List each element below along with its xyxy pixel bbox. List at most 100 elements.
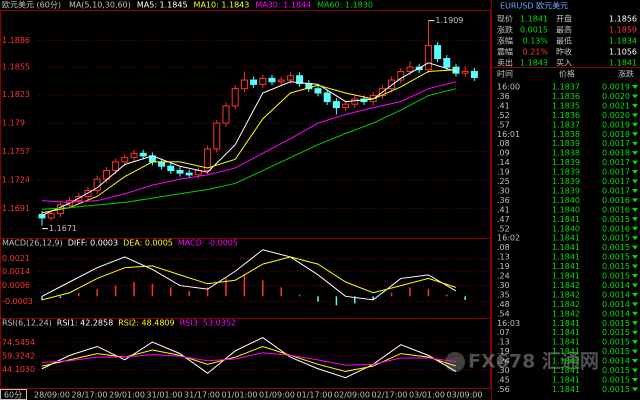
tick-price: 1.1840	[552, 224, 580, 233]
quote-value: 1.1834	[609, 37, 637, 46]
symbol-title: 欧元美元 (60分)	[2, 0, 61, 10]
down-arrow	[632, 245, 638, 250]
tick-time: 16:01	[497, 130, 520, 139]
tick-change: 0.0015	[602, 253, 630, 262]
rsi-line	[41, 352, 457, 366]
tick-time: .19	[497, 262, 510, 271]
down-arrow	[632, 132, 638, 137]
down-arrow	[632, 302, 638, 307]
candle-body	[167, 165, 175, 172]
tick-time: .09	[497, 149, 510, 158]
tick-time: .30	[497, 366, 510, 375]
tick-time: .52	[497, 111, 510, 120]
rsi-value: RSI3: 53.0352	[180, 319, 236, 328]
tick-time: .25	[497, 177, 510, 186]
candle-body	[158, 161, 166, 167]
candle-body	[461, 70, 469, 74]
x-tick-label: 28/09:00	[34, 391, 70, 400]
candle-body	[314, 88, 322, 94]
candle-body	[204, 148, 212, 172]
high-label: 1.1909	[435, 16, 463, 25]
tick-price: 1.1842	[552, 300, 580, 309]
macd-value: DIFF: 0.0003	[68, 239, 118, 248]
quote-value: 1.1843	[520, 59, 548, 68]
down-arrow	[632, 188, 638, 193]
down-arrow	[632, 103, 638, 108]
quote-label: 震幅	[497, 47, 513, 57]
down-arrow	[632, 94, 638, 99]
x-tick-label: 01/17:00	[297, 391, 333, 400]
ma-value: MA60: 1.1830	[317, 1, 373, 10]
tick-price: 1.1841	[552, 366, 580, 375]
candle-body	[185, 172, 193, 176]
tick-time: .57	[497, 120, 510, 129]
ma-line	[41, 81, 457, 203]
rsi-title: RSI(6,12,24)	[2, 319, 52, 328]
quote-label: 昨收	[556, 47, 572, 57]
rsi-line	[41, 336, 457, 379]
x-tick-label: 01/09:00	[259, 391, 295, 400]
column-header: 时间	[497, 69, 513, 79]
quote-label: 涨跌	[497, 25, 513, 35]
tick-time: .35	[497, 290, 510, 299]
tick-change: 0.0017	[602, 177, 630, 186]
tick-time: .07	[497, 328, 510, 337]
diff-line	[41, 249, 457, 301]
tick-time: 16:02	[497, 234, 520, 243]
tick-change: 0.0015	[602, 328, 630, 337]
column-header: 价格	[559, 69, 575, 79]
down-arrow	[632, 160, 638, 165]
down-arrow	[632, 359, 638, 364]
down-arrow	[632, 217, 638, 222]
tick-change: 0.0014	[602, 300, 630, 309]
quote-label: 买入	[556, 59, 572, 68]
tick-price: 1.1841	[552, 234, 580, 243]
candle-body	[231, 88, 239, 107]
down-arrow	[632, 368, 638, 373]
tick-price: 1.1841	[552, 385, 580, 394]
tick-price: 1.1836	[552, 92, 580, 101]
down-arrow	[632, 226, 638, 231]
candle-body	[139, 152, 147, 157]
candle-body	[112, 161, 120, 172]
candle-body	[268, 77, 276, 83]
candle-body	[397, 70, 405, 81]
tick-change: 0.0014	[602, 357, 630, 366]
down-arrow	[632, 207, 638, 212]
tick-price: 1.1839	[552, 168, 580, 177]
candle-body	[213, 122, 221, 150]
tick-time: 16:00	[497, 83, 520, 92]
macd-value: DEA: 0.0005	[123, 239, 173, 248]
low-label: 1.1671	[49, 224, 77, 233]
period-label[interactable]: 60分	[4, 391, 22, 400]
y-tick-label: 74.5454	[2, 338, 35, 347]
rsi-line	[41, 345, 457, 372]
down-arrow	[632, 283, 638, 288]
y-tick-label: 1.1724	[2, 176, 30, 185]
quote-label: 最低	[556, 36, 572, 46]
candle-body	[388, 79, 396, 90]
tick-time: .36	[497, 196, 510, 205]
down-arrow	[632, 255, 638, 260]
tick-change: 0.0016	[602, 196, 630, 205]
tick-change: 0.0014	[602, 290, 630, 299]
x-tick-label: 02/09:00	[334, 391, 370, 400]
tick-change: 0.0017	[602, 158, 630, 167]
tick-price: 1.1839	[552, 186, 580, 195]
x-tick-label: 01/01:00	[222, 391, 258, 400]
watermark: FX678 汇通网	[468, 351, 599, 373]
tick-price: 1.1837	[552, 120, 580, 129]
tick-time: .08	[497, 243, 510, 252]
tick-price: 1.1842	[552, 357, 580, 366]
y-tick-label: 0.0014	[2, 267, 30, 276]
tick-change: 0.0015	[602, 215, 630, 224]
x-tick-label: 31/01:00	[147, 391, 183, 400]
down-arrow	[632, 349, 638, 354]
candle-body	[176, 170, 184, 174]
tick-time: .24	[497, 357, 510, 366]
down-arrow	[632, 236, 638, 241]
macd-value: MACD: -0.0005	[178, 239, 238, 248]
candle-body	[102, 170, 110, 180]
candle-body	[434, 45, 442, 60]
